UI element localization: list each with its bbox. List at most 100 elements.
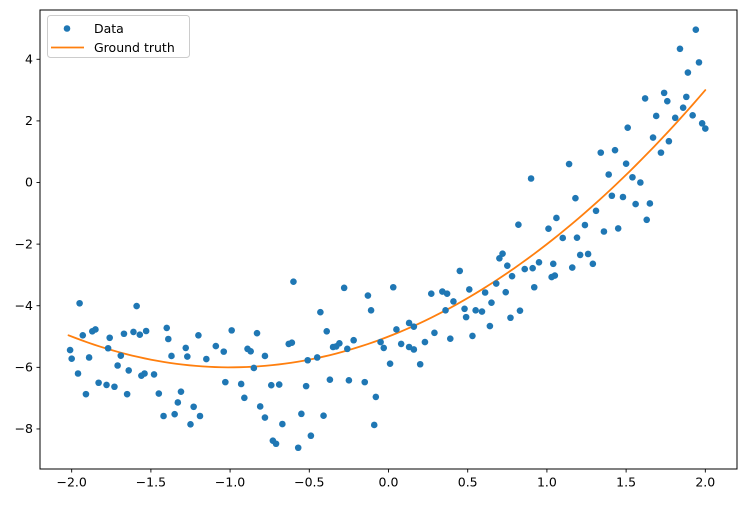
data-point	[611, 146, 619, 154]
x-tick-label: 0.5	[458, 475, 478, 490]
data-point	[576, 251, 584, 259]
data-point	[619, 193, 627, 201]
data-point	[695, 59, 703, 66]
data-point	[478, 308, 486, 315]
data-point	[142, 327, 150, 335]
data-point	[182, 344, 190, 352]
data-point	[364, 292, 372, 299]
data-point	[632, 200, 639, 208]
data-point	[551, 272, 559, 279]
data-point	[68, 355, 75, 363]
data-point	[111, 383, 118, 391]
data-point	[272, 440, 280, 448]
y-tick-label: 0	[25, 175, 33, 190]
data-point	[187, 421, 194, 428]
data-point	[345, 376, 353, 384]
data-point	[288, 339, 296, 347]
data-point	[141, 370, 148, 377]
data-point	[584, 250, 592, 258]
data-point	[160, 412, 167, 420]
data-point	[237, 380, 245, 388]
x-tick-label: 1.5	[616, 475, 636, 490]
data-point	[446, 335, 454, 342]
data-point	[307, 432, 315, 440]
data-point	[553, 214, 560, 222]
legend-label-data: Data	[94, 21, 124, 36]
data-point	[508, 272, 516, 280]
data-point	[397, 340, 405, 348]
data-point	[624, 124, 631, 131]
y-tick-label: 2	[25, 113, 33, 128]
data-point	[431, 329, 438, 337]
legend-label-ground-truth: Ground truth	[94, 40, 175, 55]
data-point	[405, 343, 413, 351]
data-point	[652, 112, 660, 120]
data-point	[643, 216, 651, 224]
data-point	[190, 403, 197, 411]
data-point	[253, 329, 261, 337]
data-point	[637, 179, 644, 186]
data-point	[203, 355, 210, 363]
legend-marker-data-dot	[63, 25, 71, 32]
data-point	[450, 298, 457, 305]
data-point	[261, 352, 269, 360]
data-point	[597, 149, 605, 156]
data-point	[572, 194, 579, 202]
data-point	[104, 344, 112, 352]
data-point	[527, 175, 535, 182]
data-point	[241, 394, 248, 402]
data-point	[472, 307, 479, 314]
data-point	[294, 444, 302, 452]
data-point	[559, 234, 567, 242]
data-point	[133, 302, 140, 310]
data-point	[443, 290, 451, 298]
data-point	[250, 364, 258, 372]
data-point	[461, 305, 468, 313]
data-point	[660, 89, 668, 97]
data-point	[679, 104, 687, 111]
data-point	[393, 326, 400, 333]
data-point	[174, 399, 182, 406]
data-point	[421, 338, 429, 346]
data-point	[361, 378, 369, 386]
data-point	[85, 354, 93, 361]
ground-truth-curve	[67, 89, 707, 369]
data-point	[267, 381, 275, 389]
data-point	[350, 336, 357, 344]
data-point	[516, 307, 524, 314]
data-point	[155, 390, 163, 397]
data-point	[372, 393, 380, 401]
data-point	[370, 421, 378, 429]
data-point	[340, 284, 348, 292]
data-point	[196, 412, 204, 420]
data-point	[320, 412, 327, 420]
data-point	[573, 234, 581, 241]
data-point	[465, 286, 473, 293]
data-point	[622, 160, 630, 168]
data-point	[684, 69, 692, 76]
data-point	[581, 221, 589, 229]
data-point	[220, 348, 228, 355]
data-point	[600, 228, 608, 235]
data-point	[629, 173, 636, 181]
data-point	[689, 112, 696, 119]
data-point	[641, 95, 649, 102]
data-point	[504, 262, 511, 269]
x-tick-label: −2.0	[57, 475, 87, 490]
y-tick-label: 4	[25, 51, 33, 66]
data-point	[336, 340, 343, 347]
data-point	[502, 288, 510, 296]
data-point	[165, 335, 172, 343]
data-point	[302, 382, 310, 390]
data-point	[195, 332, 202, 339]
data-point	[589, 260, 597, 268]
data-point	[136, 331, 144, 338]
data-point	[492, 280, 500, 287]
data-point	[664, 97, 671, 105]
data-point	[488, 299, 495, 306]
data-point	[344, 345, 351, 353]
y-tick-label: −4	[15, 298, 33, 313]
data-point	[521, 265, 529, 273]
